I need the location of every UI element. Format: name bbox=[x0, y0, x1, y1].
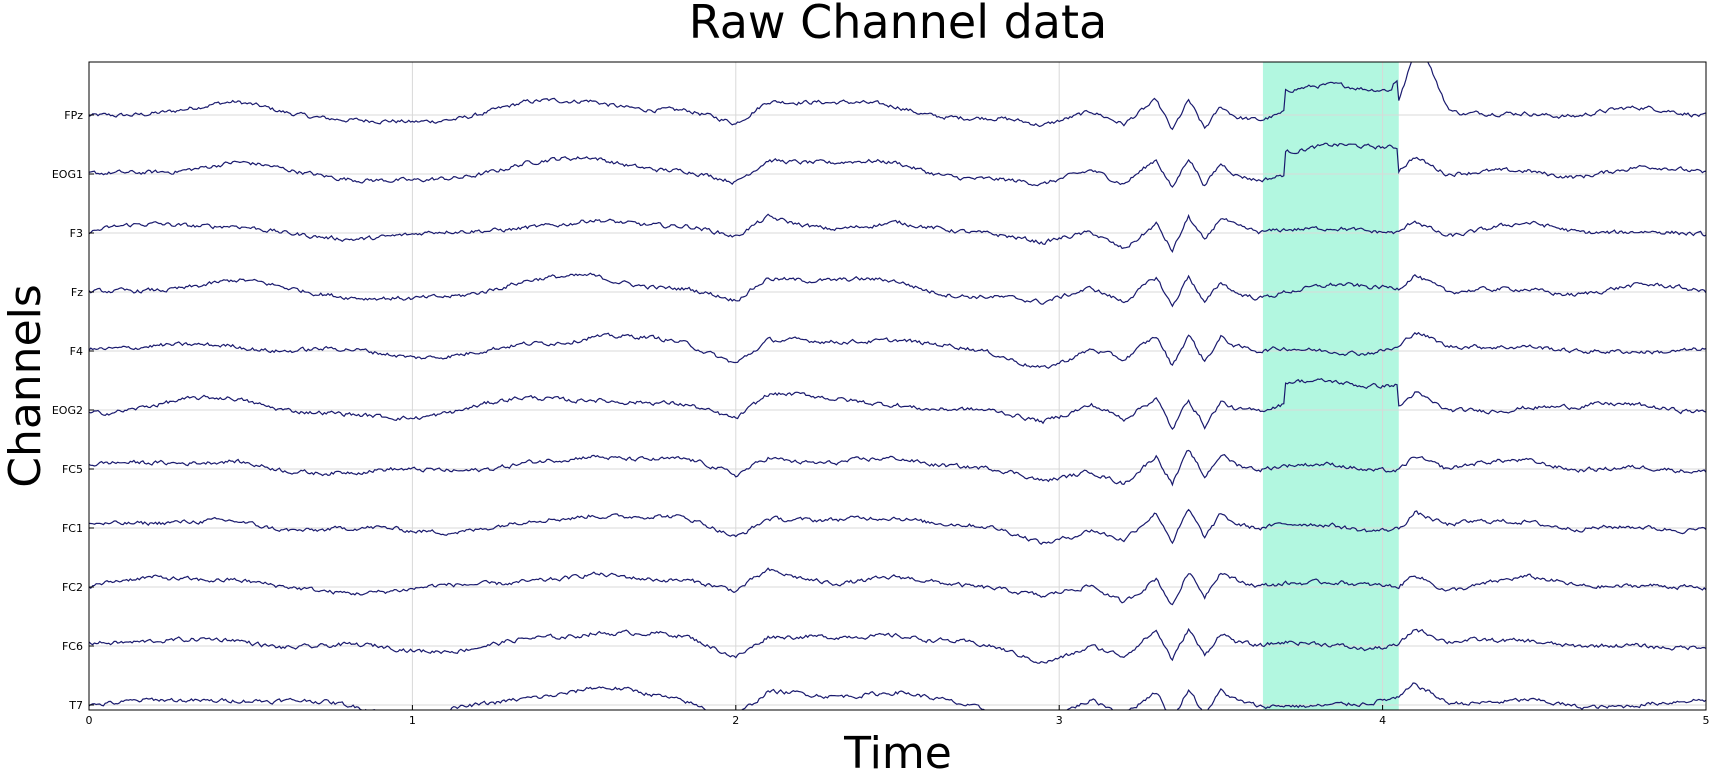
chart-title: Raw Channel data bbox=[689, 0, 1107, 49]
x-tick-labels: 0 1 2 3 4 5 bbox=[86, 705, 1710, 727]
plot-frame bbox=[88, 61, 1707, 711]
channel-label: FC1 bbox=[62, 522, 83, 535]
trace-eog1 bbox=[89, 142, 1706, 188]
channel-label: FC2 bbox=[62, 581, 83, 594]
x-tick-label: 5 bbox=[1703, 714, 1710, 727]
trace-f3 bbox=[89, 213, 1706, 253]
trace-f4 bbox=[89, 331, 1706, 369]
trace-fc1 bbox=[89, 508, 1706, 545]
x-tick-label: 4 bbox=[1379, 714, 1386, 727]
y-axis-label: Channels bbox=[0, 284, 51, 488]
channel-label: Fz bbox=[71, 286, 83, 299]
plot-background bbox=[89, 62, 1706, 710]
highlight-region bbox=[1262, 62, 1399, 710]
channel-label: EOG2 bbox=[52, 404, 83, 417]
x-tick-label: 3 bbox=[1056, 714, 1063, 727]
channel-labels: FPz EOG1 F3 Fz F4 EOG2 FC5 FC1 FC2 FC6 T7 bbox=[52, 109, 94, 712]
trace-layer bbox=[89, 62, 1706, 710]
x-axis-label: Time bbox=[843, 728, 952, 771]
plot-area bbox=[89, 62, 1706, 710]
channel-label: T7 bbox=[68, 699, 83, 712]
trace-fc2 bbox=[89, 567, 1706, 606]
x-tick-label: 2 bbox=[732, 714, 739, 727]
channel-label: FC6 bbox=[62, 640, 83, 653]
trace-t7 bbox=[89, 682, 1706, 710]
channel-label: FC5 bbox=[62, 463, 83, 476]
x-tick-label: 0 bbox=[86, 714, 93, 727]
channel-label: FPz bbox=[64, 109, 83, 122]
trace-fc5 bbox=[89, 449, 1706, 487]
channel-label: F4 bbox=[70, 345, 83, 358]
highlight-layer bbox=[1262, 62, 1399, 710]
x-tick-label: 1 bbox=[409, 714, 416, 727]
trace-fc6 bbox=[89, 627, 1706, 664]
channel-label: F3 bbox=[70, 227, 83, 240]
plot-border bbox=[88, 61, 1707, 711]
trace-eog2 bbox=[89, 378, 1706, 431]
trace-fz bbox=[89, 272, 1706, 308]
channel-label: EOG1 bbox=[52, 168, 83, 181]
trace-fpz bbox=[89, 62, 1706, 131]
